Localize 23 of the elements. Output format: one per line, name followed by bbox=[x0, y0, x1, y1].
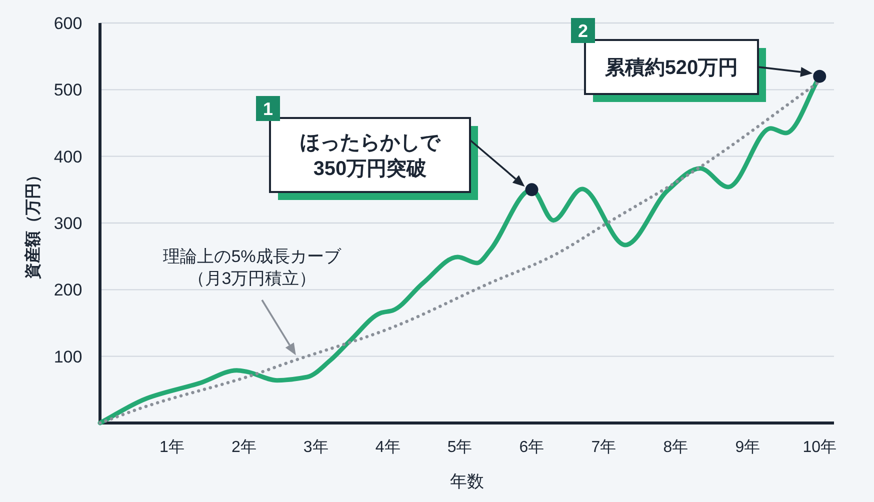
x-axis-title: 年数 bbox=[450, 472, 484, 491]
x-tick-label: 3年 bbox=[303, 439, 328, 456]
x-tick-label: 8年 bbox=[663, 439, 688, 456]
y-axis-title: 資産額（万円） bbox=[23, 167, 42, 280]
annotation: 1 bbox=[262, 99, 274, 119]
annotation: ほったらかしで350万円突破 bbox=[300, 132, 441, 180]
x-tick-label: 9年 bbox=[735, 439, 760, 456]
x-tick-label: 6年 bbox=[519, 439, 544, 456]
x-tick-label: 4年 bbox=[375, 439, 400, 456]
x-tick-label: 5年 bbox=[447, 439, 472, 456]
y-tick-label: 400 bbox=[54, 147, 82, 166]
x-tick-label: 2年 bbox=[231, 439, 256, 456]
annotation: 理論上の5%成長カーブ（月3万円積立） bbox=[163, 247, 342, 288]
y-tick-label: 600 bbox=[54, 14, 82, 33]
y-tick-label: 100 bbox=[54, 347, 82, 366]
y-tick-label: 300 bbox=[54, 214, 82, 233]
x-tick-label: 1年 bbox=[160, 439, 184, 456]
x-tick-label: 7年 bbox=[591, 439, 616, 456]
y-tick-label: 500 bbox=[54, 80, 82, 100]
x-tick-label: 10年 bbox=[802, 439, 837, 456]
y-tick-label: 200 bbox=[54, 280, 82, 300]
annotation: 2 bbox=[578, 21, 588, 41]
annotation: 累積約520万円 bbox=[604, 57, 738, 79]
